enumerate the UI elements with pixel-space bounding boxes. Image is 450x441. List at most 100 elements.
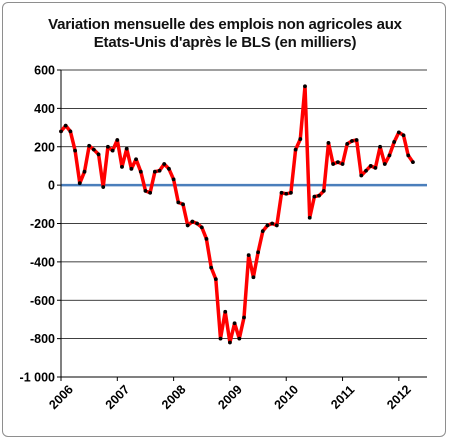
data-point	[213, 277, 218, 282]
axes	[57, 69, 427, 381]
y-tick-label: -400	[30, 255, 55, 269]
data-point	[157, 168, 162, 173]
chart-title: Variation mensuelle des emplois non agri…	[0, 16, 450, 52]
data-point	[387, 153, 392, 158]
chart-title-line2: Etats-Unis d'après le BLS (en milliers)	[93, 34, 357, 51]
data-point	[396, 130, 401, 135]
y-tick-label: -1 000	[20, 371, 55, 385]
data-point	[115, 138, 120, 142]
data-point	[110, 148, 115, 153]
data-point	[382, 162, 387, 166]
data-point	[373, 165, 378, 170]
x-tick-label: 2009	[215, 382, 245, 412]
data-point	[232, 321, 237, 326]
y-tick-label: -200	[30, 217, 55, 231]
data-point	[124, 146, 129, 151]
data-point	[143, 188, 148, 193]
chart-title-line1: Variation mensuelle des emplois non agri…	[48, 16, 402, 33]
data-point	[378, 144, 382, 149]
data-point	[195, 221, 199, 226]
x-tick-label: 2006	[46, 382, 76, 412]
data-point	[91, 147, 96, 152]
data-point	[326, 141, 331, 145]
data-point	[331, 162, 336, 166]
data-point	[335, 160, 340, 165]
data-point	[228, 340, 232, 345]
data-point	[270, 221, 275, 226]
data-point	[279, 190, 284, 195]
data-point	[242, 315, 246, 320]
y-tick-label: -800	[30, 332, 55, 346]
x-tick-label: 2010	[272, 382, 302, 412]
data-point	[204, 236, 209, 241]
data-point	[181, 202, 185, 207]
data-point	[68, 129, 73, 134]
data-point	[129, 166, 134, 171]
data-point	[218, 336, 223, 341]
data-point	[96, 152, 101, 157]
y-tick-label: -600	[30, 294, 55, 308]
y-tick-labels: -1 000 -800 -600 -400 -200 0 200 400 600	[20, 64, 56, 385]
x-tick-label: 2008	[159, 382, 189, 412]
data-point	[406, 153, 411, 158]
data-point	[223, 309, 228, 314]
gridlines	[61, 69, 427, 378]
x-tick-label: 2011	[328, 383, 357, 412]
data-point	[106, 144, 110, 149]
data-point	[190, 219, 195, 224]
data-point	[256, 250, 260, 255]
data-point	[171, 177, 176, 182]
data-point	[307, 215, 312, 220]
data-point	[350, 139, 354, 143]
data-point	[134, 157, 138, 162]
data-point	[392, 140, 397, 144]
data-point	[411, 160, 415, 165]
data-point	[340, 162, 345, 166]
data-point	[152, 169, 157, 174]
data-point	[284, 191, 289, 196]
chart-frame	[2, 2, 446, 437]
data-point	[359, 173, 364, 178]
y-tick-label: 0	[48, 179, 55, 193]
data-point	[368, 164, 373, 168]
data-point	[237, 336, 242, 341]
data-point	[289, 190, 293, 195]
data-point	[345, 141, 350, 146]
data-point	[293, 147, 298, 152]
x-tick-label: 2007	[103, 382, 133, 412]
data-point	[298, 137, 303, 141]
y-tick-label: 200	[34, 140, 55, 154]
data-point	[73, 148, 77, 153]
data-point	[63, 123, 68, 128]
data-point	[312, 194, 317, 199]
data-point	[317, 193, 321, 198]
data-point	[82, 169, 87, 174]
series-line	[59, 84, 415, 345]
data-points	[59, 84, 415, 345]
data-point	[251, 275, 256, 280]
x-tick-labels: 2006 2007 2008 2009 2010 2011 2012	[46, 382, 413, 412]
data-point	[303, 84, 307, 89]
data-point	[120, 164, 124, 169]
data-point	[209, 265, 214, 270]
data-point	[260, 229, 265, 234]
data-point	[274, 223, 279, 228]
data-point	[138, 169, 143, 174]
data-point	[148, 190, 153, 195]
data-point	[101, 185, 106, 189]
data-point	[176, 200, 181, 205]
data-point	[185, 223, 190, 228]
data-point	[162, 162, 167, 166]
data-point	[77, 181, 82, 186]
data-point	[246, 253, 251, 258]
y-tick-label: 400	[34, 102, 55, 116]
series	[59, 84, 415, 345]
data-point	[59, 129, 63, 134]
data-point	[321, 188, 326, 193]
data-point	[199, 225, 204, 230]
y-tick-label: 600	[34, 64, 55, 78]
data-point	[401, 133, 406, 138]
data-point	[364, 168, 368, 173]
data-point	[87, 143, 92, 148]
